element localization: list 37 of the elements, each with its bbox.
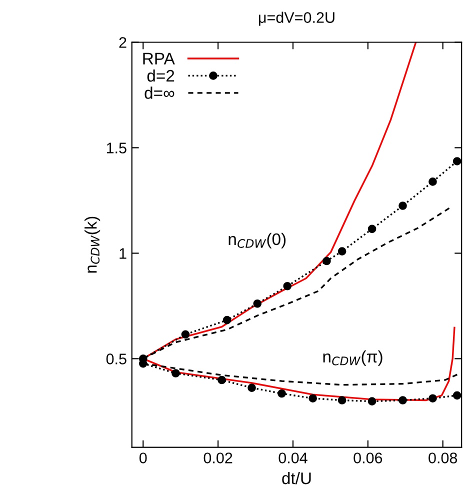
point bbox=[338, 247, 346, 256]
point bbox=[398, 202, 407, 210]
point bbox=[368, 224, 376, 234]
point bbox=[368, 397, 376, 406]
point bbox=[172, 369, 180, 378]
y-tick-label: 2 bbox=[119, 37, 126, 48]
point bbox=[283, 282, 292, 290]
point bbox=[181, 330, 190, 339]
point bbox=[218, 376, 226, 384]
x-tick-label: 0.02 bbox=[204, 452, 232, 464]
point bbox=[278, 389, 286, 398]
legend-label: d=2 bbox=[147, 69, 174, 82]
x-tick-label: 0.08 bbox=[428, 452, 458, 464]
y-tick-label: 0.5 bbox=[106, 354, 126, 364]
point bbox=[253, 299, 262, 308]
point bbox=[338, 396, 346, 404]
chart-title: μ=dV=0.2U bbox=[258, 12, 334, 26]
point bbox=[222, 316, 232, 324]
point bbox=[398, 396, 407, 404]
point bbox=[322, 256, 331, 266]
y-axis-title: n$_{CDW}$(k) bbox=[84, 216, 100, 273]
point bbox=[308, 394, 318, 403]
point bbox=[452, 157, 462, 166]
legend-label: d=∞ bbox=[144, 86, 174, 99]
point bbox=[428, 394, 437, 403]
x-tick-label: 0.04 bbox=[278, 452, 308, 464]
annotation: n$_{CDW}$(π) bbox=[323, 350, 382, 366]
x-axis-title: dt/U bbox=[282, 472, 311, 484]
x-tick-label: 0 bbox=[139, 452, 147, 464]
x-tick-label: 0.06 bbox=[354, 452, 382, 464]
annotation: n$_{CDW}$(0) bbox=[228, 232, 286, 248]
point bbox=[248, 384, 256, 392]
legend-label: RPA bbox=[143, 52, 175, 64]
point bbox=[428, 178, 437, 186]
y-tick-label: 1.5 bbox=[106, 142, 126, 154]
y-tick-label: 1 bbox=[120, 248, 126, 259]
point bbox=[452, 391, 462, 400]
